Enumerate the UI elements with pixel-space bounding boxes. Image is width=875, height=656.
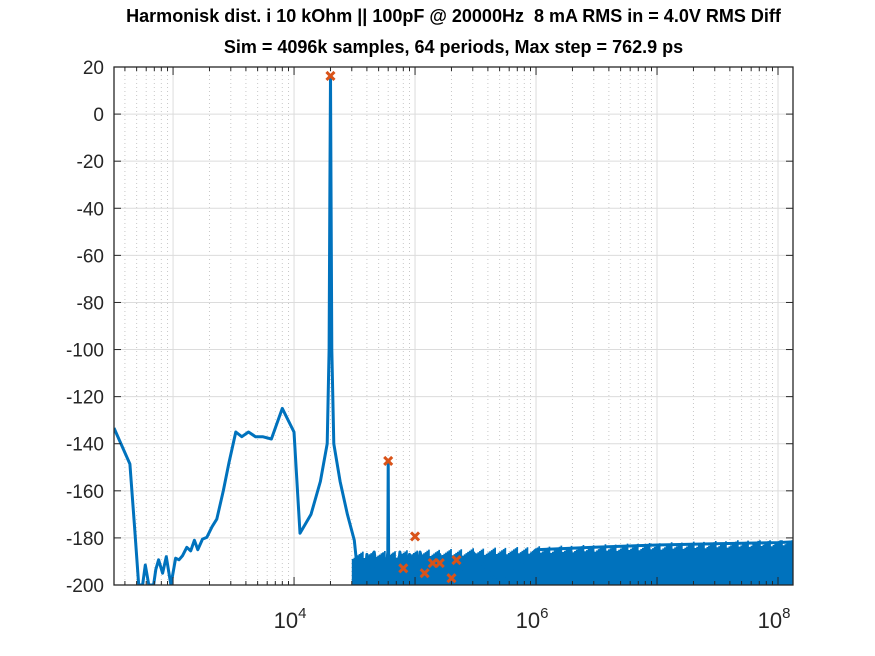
x-axis-tick-labels: 104 106 108 [274,605,791,633]
harmonic-marker [419,568,430,579]
y-tick-label: -120 [66,388,104,409]
harmonic-marker [398,563,409,574]
y-tick-label: -100 [66,341,104,362]
y-tick-label: 0 [93,105,104,126]
y-tick-label: -80 [77,293,104,314]
y-tick-label: -160 [66,482,104,503]
y-tick-label: -180 [66,529,104,550]
y-tick-label: -140 [66,435,104,456]
spectrum-series [114,74,793,585]
harmonic-markers [325,70,462,584]
y-tick-label: -20 [77,152,104,173]
harmonic-marker [383,455,394,466]
y-tick-label: -40 [77,199,104,220]
y-tick-label: -60 [77,246,104,267]
harmonic-marker [451,554,462,566]
x-tick-label: 104 [274,605,307,633]
minor-grid [124,67,773,585]
x-tick-label: 106 [516,605,549,633]
axis-ticks [114,66,793,586]
x-tick-label: 108 [758,605,791,633]
harmonic-marker [434,558,445,569]
y-tick-label: 20 [83,58,104,79]
axes-box [113,66,794,586]
chart-subtitle: Sim = 4096k samples, 64 periods, Max ste… [223,37,684,57]
harmonic-marker [446,573,457,584]
y-axis-tick-labels: 20 0 -20 -40 -60 -80 -100 -120 -140 -160 -180 -200 [66,58,104,597]
y-tick-label: -200 [66,576,104,597]
major-grid [114,66,793,586]
chart-title: Harmonisk dist. i 10 kOhm || 100pF @ 200… [126,6,781,26]
harmonic-marker [409,531,421,542]
harmonic-marker [325,70,336,82]
